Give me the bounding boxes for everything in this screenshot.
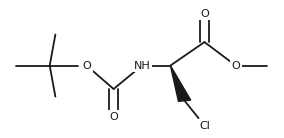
Text: O: O xyxy=(109,112,118,122)
Text: NH: NH xyxy=(134,61,150,71)
Text: O: O xyxy=(82,61,91,71)
Text: O: O xyxy=(200,9,209,19)
Polygon shape xyxy=(170,66,191,101)
Text: O: O xyxy=(231,61,240,71)
Text: Cl: Cl xyxy=(199,121,210,131)
